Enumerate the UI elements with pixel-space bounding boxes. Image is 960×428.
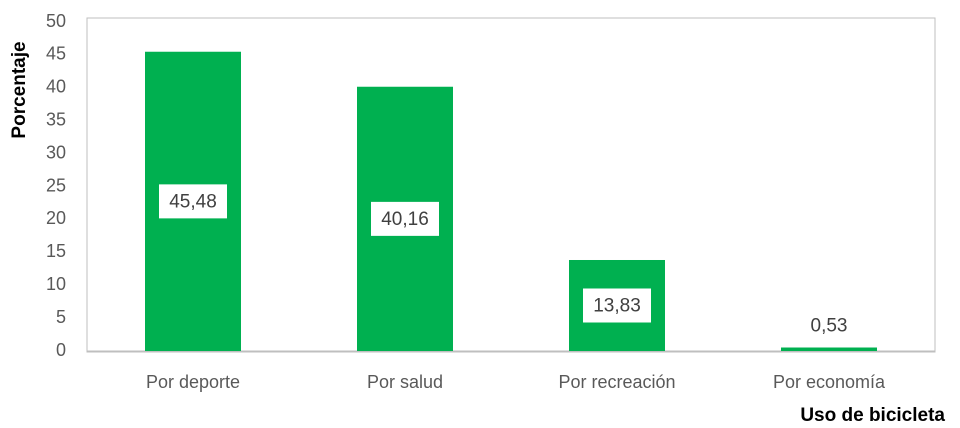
y-tick-label: 25 (46, 175, 66, 195)
x-tick-label: Por deporte (146, 372, 240, 392)
value-label-box (159, 184, 227, 219)
y-tick-label: 50 (46, 11, 66, 31)
x-axis-title: Uso de bicicleta (800, 405, 945, 426)
value-label: 0,53 (811, 316, 848, 337)
y-tick-label: 20 (46, 208, 66, 228)
x-tick-label: Por salud (367, 372, 443, 392)
plot-frame (86, 17, 936, 353)
y-tick-label: 40 (46, 77, 66, 97)
value-label: 40,16 (381, 209, 429, 230)
bar (781, 347, 877, 351)
y-axis-title: Porcentaje (9, 41, 30, 138)
y-tick-label: 15 (46, 241, 66, 261)
x-tick-label: Por economía (773, 372, 886, 392)
value-label: 13,83 (593, 296, 641, 317)
value-label: 45,48 (169, 191, 217, 212)
x-tick-label: Por recreación (558, 372, 675, 392)
y-tick-label: 10 (46, 274, 66, 294)
y-tick-label: 45 (46, 44, 66, 64)
y-tick-label: 0 (56, 340, 66, 360)
y-tick-label: 30 (46, 142, 66, 162)
value-label-box (371, 201, 439, 236)
y-tick-label: 5 (56, 307, 66, 327)
y-tick-label: 35 (46, 109, 66, 129)
value-label-box (583, 288, 651, 323)
